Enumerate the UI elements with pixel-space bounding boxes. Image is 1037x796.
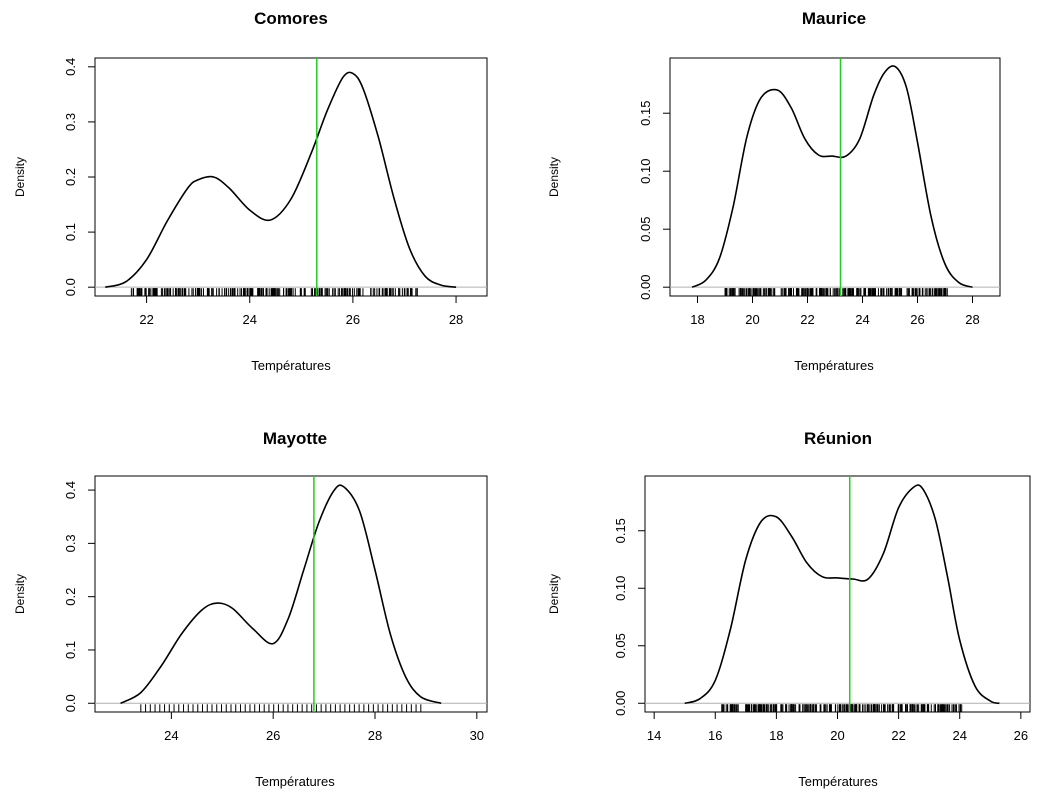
rug	[140, 704, 422, 713]
rug	[721, 704, 963, 713]
y-axis: 0.00 0.05 0.10 0.15	[613, 518, 645, 716]
x-axis: 24 26 28 30	[164, 712, 484, 743]
y-tick-label: 0.0	[63, 278, 78, 296]
x-axis: 14 16 18 20 22 24 26	[647, 712, 1028, 743]
x-tick-label: 26	[910, 312, 924, 327]
x-tick-label: 24	[164, 728, 178, 743]
x-tick-label: 24	[855, 312, 869, 327]
x-tick-label: 28	[449, 312, 463, 327]
x-tick-label: 28	[965, 312, 979, 327]
x-tick-label: 30	[470, 728, 484, 743]
density-panel-3: Réunion Températures Density 14 16 18 20 22 24 26…	[547, 429, 1031, 789]
y-tick-label: 0.15	[638, 101, 653, 126]
y-tick-label: 0.4	[63, 58, 78, 76]
x-axis-label: Températures	[798, 774, 878, 789]
x-tick-label: 18	[769, 728, 783, 743]
density-curve	[120, 484, 442, 705]
x-tick-label: 20	[830, 728, 844, 743]
y-tick-label: 0.05	[638, 217, 653, 242]
y-tick-label: 0.00	[613, 691, 628, 716]
density-panel-1: Maurice Températures Density 18 20 22 24 26 28 0.…	[547, 9, 1001, 373]
x-tick-label: 18	[690, 312, 704, 327]
rug	[130, 288, 418, 297]
y-tick-label: 0.2	[63, 168, 78, 186]
y-tick-label: 0.15	[613, 518, 628, 543]
y-tick-label: 0.10	[638, 159, 653, 184]
x-tick-label: 22	[891, 728, 905, 743]
y-axis-label: Density	[13, 574, 27, 614]
x-tick-label: 26	[346, 312, 360, 327]
x-axis-label: Températures	[255, 774, 335, 789]
x-axis: 22 24 26 28	[139, 296, 463, 327]
density-curve	[684, 484, 1000, 705]
y-axis-label: Density	[547, 574, 561, 614]
plot-frame	[94, 475, 488, 713]
x-tick-label: 26	[1014, 728, 1028, 743]
x-tick-label: 28	[368, 728, 382, 743]
rug	[724, 288, 948, 297]
y-tick-label: 0.1	[63, 223, 78, 241]
panel-title: Maurice	[802, 9, 866, 28]
x-tick-label: 26	[266, 728, 280, 743]
x-tick-label: 22	[139, 312, 153, 327]
y-tick-label: 0.0	[63, 694, 78, 712]
y-axis-label: Density	[13, 157, 27, 197]
density-panel-0: Comores Températures Density 22 24 26 28 0.0 0.1…	[13, 9, 488, 373]
y-tick-label: 0.10	[613, 576, 628, 601]
y-tick-label: 0.05	[613, 633, 628, 658]
plot-frame	[94, 57, 488, 297]
x-tick-label: 24	[952, 728, 966, 743]
x-axis-label: Températures	[251, 358, 331, 373]
x-axis-label: Températures	[794, 358, 874, 373]
y-tick-label: 0.3	[63, 534, 78, 552]
y-tick-label: 0.00	[638, 275, 653, 300]
x-axis: 18 20 22 24 26 28	[690, 296, 980, 327]
x-tick-label: 14	[647, 728, 661, 743]
x-tick-label: 20	[745, 312, 759, 327]
y-axis: 0.0 0.1 0.2 0.3 0.4	[63, 58, 95, 296]
density-curve	[105, 71, 457, 288]
density-panel-2: Mayotte Températures Density 24 26 28 30 0.0 0.1…	[13, 429, 488, 789]
panel-title: Comores	[254, 9, 328, 28]
y-tick-label: 0.2	[63, 588, 78, 606]
density-curve	[691, 65, 973, 288]
x-tick-label: 22	[800, 312, 814, 327]
y-tick-label: 0.3	[63, 113, 78, 131]
y-axis-label: Density	[547, 157, 561, 197]
y-axis: 0.00 0.05 0.10 0.15	[638, 101, 670, 300]
y-tick-label: 0.1	[63, 641, 78, 659]
panel-title: Mayotte	[263, 429, 327, 448]
x-tick-label: 16	[708, 728, 722, 743]
plot-frame	[644, 475, 1031, 713]
x-tick-label: 24	[243, 312, 257, 327]
y-tick-label: 0.4	[63, 481, 78, 499]
y-axis: 0.0 0.1 0.2 0.3 0.4	[63, 481, 95, 712]
panel-title: Réunion	[804, 429, 872, 448]
